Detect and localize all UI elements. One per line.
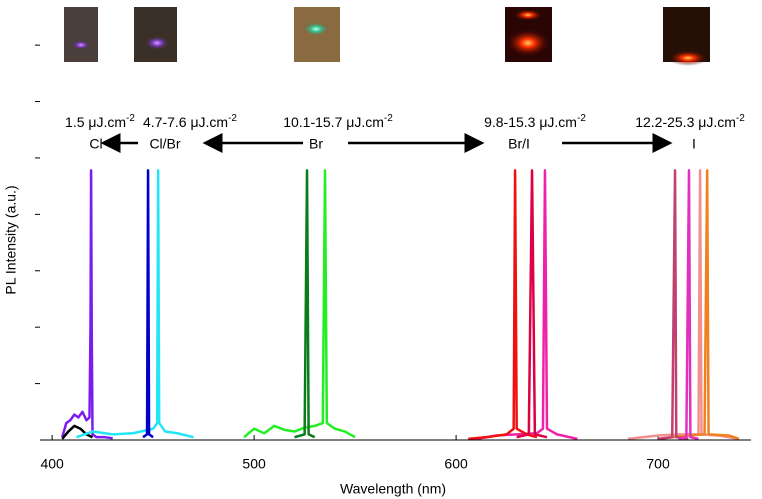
photos xyxy=(64,7,710,66)
spectrum-line xyxy=(516,169,548,439)
fluence-text: 9.8-15.3 μJ.cm xyxy=(484,114,577,130)
spectrum-line xyxy=(142,169,154,439)
fluence-label: 9.8-15.3 μJ.cm-2 xyxy=(484,113,586,130)
fluence-label: 12.2-25.3 μJ.cm-2 xyxy=(635,113,745,130)
x-tick-label: 700 xyxy=(646,456,670,472)
fluence-sup: -2 xyxy=(577,113,586,124)
y-axis-label: PL Intensity (a.u.) xyxy=(3,185,19,294)
fluence-text: 1.5 μJ.cm xyxy=(65,114,126,130)
composition-label: Cl xyxy=(89,136,102,152)
fluence-text: 12.2-25.3 μJ.cm xyxy=(635,114,736,130)
fluence-label: 4.7-7.6 μJ.cm-2 xyxy=(143,113,237,130)
spectrum-line xyxy=(627,169,740,441)
spectrum-line xyxy=(468,169,538,441)
fluence-sup: -2 xyxy=(228,113,237,124)
spectrum-line xyxy=(678,169,699,441)
spectrum-line xyxy=(657,169,689,441)
fluence-sup: -2 xyxy=(126,113,135,124)
composition-label: Br/I xyxy=(508,136,530,152)
spectrum-line xyxy=(61,169,113,440)
fluence-text: 10.1-15.7 μJ.cm xyxy=(283,114,384,130)
x-axis-label: Wavelength (nm) xyxy=(340,481,446,497)
composition-label: Br xyxy=(309,136,323,152)
spectrum-line xyxy=(476,169,578,441)
x-tick-label: 600 xyxy=(444,456,468,472)
spectrum-line xyxy=(657,169,740,441)
fluence-text: 4.7-7.6 μJ.cm xyxy=(143,114,228,130)
fluence-sup: -2 xyxy=(736,113,745,124)
spectrum-line xyxy=(243,169,356,439)
spectrum-line xyxy=(61,424,94,440)
x-tick-label: 500 xyxy=(242,456,266,472)
fluence-label: 1.5 μJ.cm-2 xyxy=(65,113,135,130)
spectrum-line xyxy=(75,169,194,439)
fluence-sup: -2 xyxy=(384,113,393,124)
composition-label: Cl/Br xyxy=(149,136,180,152)
fluence-label: 10.1-15.7 μJ.cm-2 xyxy=(283,113,393,130)
spectrum-line xyxy=(294,169,316,439)
composition-label: I xyxy=(692,136,696,152)
x-tick-label: 400 xyxy=(40,456,64,472)
